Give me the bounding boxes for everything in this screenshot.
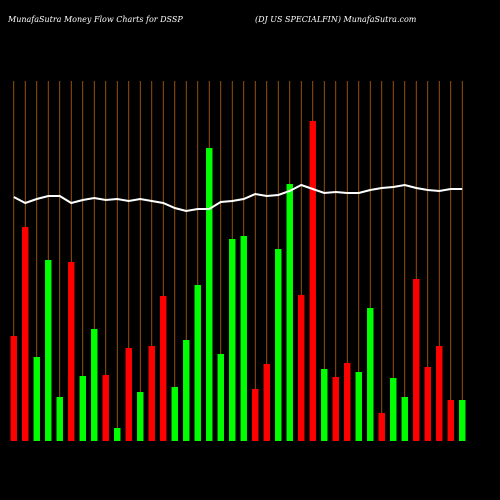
- bar: [355, 372, 362, 441]
- chart-title: MunafaSutra Money Flow Charts for DSSP: [7, 15, 183, 24]
- bar: [447, 400, 454, 441]
- bar: [217, 354, 224, 441]
- chart-subtitle: (DJ US SPECIALFIN) MunafaSutra.com: [255, 15, 417, 24]
- bar: [68, 262, 75, 441]
- bar: [148, 346, 155, 441]
- bar: [263, 364, 270, 441]
- bar: [45, 260, 52, 441]
- bar: [10, 336, 17, 441]
- bar: [459, 400, 466, 441]
- bar: [240, 236, 247, 441]
- bar: [229, 239, 236, 441]
- bar: [252, 389, 259, 441]
- bar: [321, 369, 328, 441]
- bar: [401, 397, 408, 441]
- bar: [378, 413, 385, 441]
- bar: [424, 367, 431, 441]
- bar: [22, 227, 29, 441]
- bar: [79, 376, 86, 441]
- bar: [137, 392, 144, 441]
- bar: [183, 340, 190, 441]
- bar: [206, 148, 213, 441]
- bar: [436, 346, 443, 441]
- bar: [194, 285, 201, 441]
- bar: [275, 249, 282, 441]
- bar: [390, 378, 397, 441]
- bar: [332, 377, 339, 441]
- bar: [309, 121, 316, 441]
- bar: [286, 184, 293, 441]
- bar: [91, 329, 98, 441]
- bar: [413, 279, 420, 441]
- bar: [344, 363, 351, 441]
- bar: [33, 357, 40, 441]
- bar: [298, 295, 305, 441]
- money-flow-line: [13, 183, 463, 213]
- bar: [160, 296, 167, 441]
- bar: [56, 397, 63, 441]
- bar: [171, 387, 178, 441]
- bar: [102, 375, 109, 441]
- bar: [125, 348, 132, 441]
- bar: [114, 428, 121, 441]
- bar: [367, 308, 374, 441]
